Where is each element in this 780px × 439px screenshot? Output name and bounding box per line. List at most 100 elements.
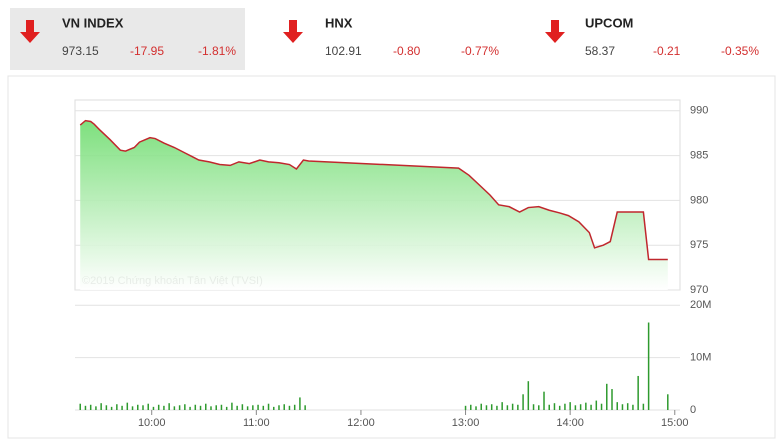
volume-bar: [632, 404, 634, 410]
y-tick-label: 975: [690, 239, 708, 251]
volume-bar: [105, 405, 108, 410]
volume-bar: [267, 403, 270, 410]
x-tick-label: 13:00: [452, 417, 480, 429]
active-tile[interactable]: [10, 8, 245, 70]
volume-bar: [480, 403, 482, 410]
volume-bar: [490, 404, 493, 410]
chart-frame: [7, 75, 776, 439]
volume-bar: [246, 406, 249, 410]
volume-bar: [574, 405, 577, 410]
volume-bar: [231, 402, 233, 410]
volume-bar: [600, 403, 603, 410]
index-value: 102.91: [325, 44, 362, 58]
volume-bar: [464, 405, 467, 410]
volume-bar: [501, 402, 503, 410]
volume-bar: [210, 406, 212, 410]
volume-bar: [667, 394, 669, 410]
volume-bar: [470, 404, 472, 410]
price-line: [79, 119, 668, 261]
volume-bar: [241, 404, 244, 410]
index-percent: -1.81%: [198, 44, 236, 58]
volume-bar: [517, 404, 519, 410]
volume-bar: [168, 403, 170, 410]
index-value: 58.37: [585, 44, 615, 58]
y-tick-label: 985: [690, 149, 708, 161]
y-tick-label: 990: [690, 105, 708, 117]
x-tick-label: 15:00: [661, 417, 689, 429]
volume-bar: [532, 404, 535, 410]
arrows: [20, 20, 565, 43]
volume-bar: [293, 404, 296, 410]
volume-bar: [252, 405, 254, 410]
volume-bar: [225, 406, 228, 410]
volume-bar: [147, 403, 149, 410]
volume-bar: [194, 404, 197, 410]
volume-bar: [299, 397, 301, 410]
volume-bar: [527, 381, 530, 410]
index-percent: -0.77%: [461, 44, 499, 58]
volume-bar: [152, 406, 155, 410]
volume-bar: [116, 404, 118, 410]
volume-bar: [553, 403, 556, 410]
volume-bar: [590, 404, 592, 410]
x-tick-label: 11:00: [243, 417, 270, 429]
volume-bar: [475, 406, 477, 410]
volume-bar: [538, 405, 540, 410]
volume-bar: [283, 404, 285, 410]
volume-bar: [611, 389, 613, 410]
volume-bar: [95, 406, 97, 410]
volume-bar: [205, 403, 207, 410]
volume-bar: [100, 403, 102, 410]
volume-bar: [647, 322, 650, 410]
volume-bar: [642, 403, 645, 410]
volume-bar: [220, 404, 223, 410]
volume-bar: [131, 406, 134, 410]
volume-bar: [616, 402, 618, 410]
volume-bar: [278, 405, 280, 410]
x-tick-label: 12:00: [347, 417, 375, 429]
index-name: UPCOM: [585, 15, 633, 30]
volume-bar: [257, 404, 259, 410]
volume-bar: [126, 402, 129, 410]
volume-bar: [606, 383, 608, 410]
volume-bar: [496, 405, 498, 410]
index-value: 973.15: [62, 44, 99, 58]
y-tick-label: 20M: [690, 299, 711, 311]
index-change: -0.21: [653, 44, 681, 58]
volume-bar: [564, 403, 566, 410]
volume-bar: [137, 404, 139, 410]
volume-bar: [173, 406, 176, 410]
volume-bar: [79, 403, 81, 410]
volume-bar: [522, 394, 524, 410]
volume-bar: [485, 405, 488, 410]
volume-bar: [579, 404, 582, 410]
index-name: VN INDEX: [62, 15, 124, 30]
x-tick-label: 14:00: [556, 417, 584, 429]
volume-bar: [110, 406, 113, 410]
volume-bar: [304, 405, 306, 410]
volume-bar: [558, 405, 561, 410]
volume-bar: [184, 404, 186, 410]
volume-bar: [215, 405, 217, 410]
volume-bar: [511, 403, 514, 410]
index-name: HNX: [325, 15, 353, 30]
volume-bar: [543, 391, 545, 410]
x-tick-label: 10:00: [138, 417, 166, 429]
index-change: -17.95: [130, 44, 164, 58]
volume-bar: [506, 405, 509, 410]
y-tick-label: 10M: [690, 352, 711, 364]
index-percent: -0.35%: [721, 44, 759, 58]
volume-bar: [585, 402, 587, 410]
volume-bar: [236, 405, 238, 410]
volume-bar: [621, 404, 624, 410]
volume-bar: [262, 405, 265, 410]
volume-bar: [637, 375, 639, 410]
volume-bar: [595, 400, 598, 410]
volume-bar: [273, 406, 275, 410]
volume-bar: [84, 405, 87, 410]
price-area: [80, 120, 668, 290]
y-tick-label: 970: [690, 284, 708, 296]
volume-bar: [288, 405, 291, 410]
volume-bar: [626, 403, 629, 410]
